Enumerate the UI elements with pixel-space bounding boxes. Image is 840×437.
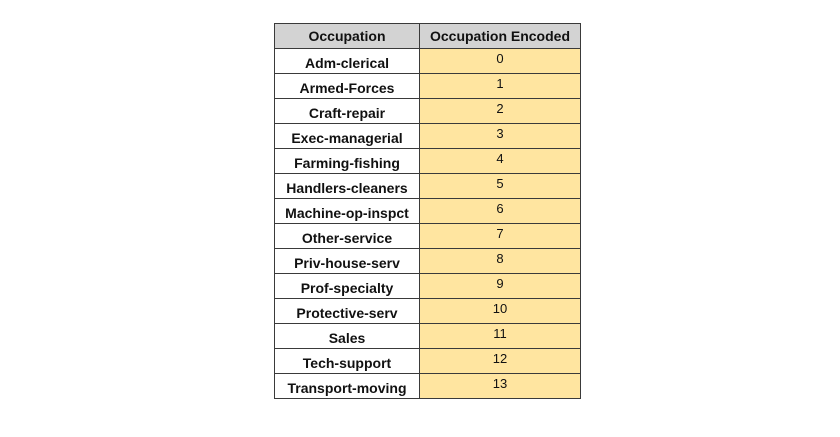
occupation-cell: Adm-clerical [274, 48, 420, 74]
column-header-occupation-encoded: Occupation Encoded [419, 23, 581, 49]
table-row: Sales 11 [274, 323, 581, 349]
table-row: Protective-serv 10 [274, 298, 581, 324]
encoded-cell: 1 [419, 73, 581, 99]
encoded-cell: 3 [419, 123, 581, 149]
table-row: Farming-fishing 4 [274, 148, 581, 174]
encoded-cell: 0 [419, 48, 581, 74]
occupation-cell: Priv-house-serv [274, 248, 420, 274]
occupation-cell: Other-service [274, 223, 420, 249]
encoded-cell: 5 [419, 173, 581, 199]
encoded-cell: 6 [419, 198, 581, 224]
occupation-encoding-table: Occupation Occupation Encoded Adm-cleric… [274, 23, 581, 399]
table-row: Handlers-cleaners 5 [274, 173, 581, 199]
table-row: Tech-support 12 [274, 348, 581, 374]
encoded-cell: 12 [419, 348, 581, 374]
encoded-cell: 11 [419, 323, 581, 349]
table-row: Armed-Forces 1 [274, 73, 581, 99]
occupation-cell: Armed-Forces [274, 73, 420, 99]
occupation-cell: Craft-repair [274, 98, 420, 124]
table-row: Machine-op-inspct 6 [274, 198, 581, 224]
table-row: Priv-house-serv 8 [274, 248, 581, 274]
encoded-cell: 4 [419, 148, 581, 174]
table-container: Occupation Occupation Encoded Adm-cleric… [274, 23, 581, 399]
table-row: Other-service 7 [274, 223, 581, 249]
occupation-cell: Exec-managerial [274, 123, 420, 149]
table-header-row: Occupation Occupation Encoded [274, 23, 581, 49]
occupation-cell: Farming-fishing [274, 148, 420, 174]
encoded-cell: 8 [419, 248, 581, 274]
occupation-cell: Handlers-cleaners [274, 173, 420, 199]
encoded-cell: 13 [419, 373, 581, 399]
occupation-cell: Protective-serv [274, 298, 420, 324]
occupation-cell: Tech-support [274, 348, 420, 374]
table-row: Craft-repair 2 [274, 98, 581, 124]
column-header-occupation: Occupation [274, 23, 420, 49]
encoded-cell: 9 [419, 273, 581, 299]
table-row: Adm-clerical 0 [274, 48, 581, 74]
occupation-cell: Sales [274, 323, 420, 349]
table-row: Transport-moving 13 [274, 373, 581, 399]
occupation-cell: Machine-op-inspct [274, 198, 420, 224]
table-row: Prof-specialty 9 [274, 273, 581, 299]
encoded-cell: 7 [419, 223, 581, 249]
table-row: Exec-managerial 3 [274, 123, 581, 149]
encoded-cell: 2 [419, 98, 581, 124]
encoded-cell: 10 [419, 298, 581, 324]
occupation-cell: Transport-moving [274, 373, 420, 399]
occupation-cell: Prof-specialty [274, 273, 420, 299]
